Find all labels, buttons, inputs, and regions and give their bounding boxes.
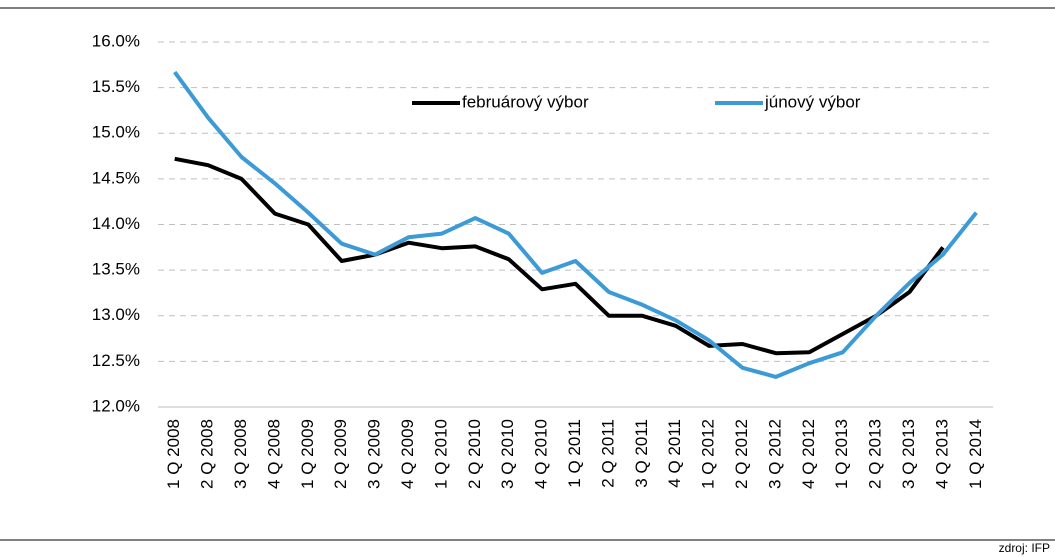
x-tick-label: 4 Q 2009: [398, 419, 417, 489]
x-tick-label: 2 Q 2013: [866, 419, 885, 489]
source: zdroj: IFP: [999, 541, 1050, 555]
y-tick-label: 15.0%: [92, 123, 140, 142]
x-tick-label: 2 Q 2009: [331, 419, 350, 489]
y-tick-label: 14.5%: [92, 168, 140, 187]
x-tick-label: 3 Q 2013: [899, 419, 918, 489]
x-tick-label: 2 Q 2008: [198, 419, 217, 489]
y-tick-label: 13.5%: [92, 260, 140, 279]
legend-label: februárový výbor: [462, 92, 589, 111]
x-tick-label: 4 Q 2011: [665, 419, 684, 488]
y-tick-label: 14.0%: [92, 214, 140, 233]
x-tick-label: 3 Q 2010: [498, 419, 517, 489]
x-tick-label: 4 Q 2012: [799, 419, 818, 489]
x-tick-label: 4 Q 2008: [264, 419, 283, 489]
x-tick-label: 1 Q 2013: [832, 419, 851, 489]
y-tick-label: 13.0%: [92, 305, 140, 324]
y-tick-label: 15.5%: [92, 77, 140, 96]
x-tick-label: 1 Q 2010: [431, 419, 450, 489]
y-tick-label: 12.0%: [92, 396, 140, 415]
x-tick-label: 3 Q 2008: [231, 419, 250, 489]
x-tick-label: 1 Q 2014: [966, 419, 985, 489]
line-series: [174, 156, 945, 356]
x-tick-label: 2 Q 2010: [465, 419, 484, 489]
x-tick-label: 2 Q 2012: [732, 419, 751, 489]
x-tick-label: 4 Q 2013: [932, 419, 951, 489]
y-tick-label: 16.0%: [92, 31, 140, 50]
x-tick-label: 3 Q 2009: [365, 419, 384, 489]
y-tick-label: 12.5%: [92, 351, 140, 370]
x-tick-label: 1 Q 2012: [699, 419, 718, 489]
legend-label: júnový výbor: [764, 92, 861, 111]
x-tick-label: 1 Q 2009: [298, 419, 317, 489]
x-tick-label: 3 Q 2011: [632, 419, 651, 488]
x-tick-label: 1 Q 2008: [164, 419, 183, 489]
line-series: [173, 70, 978, 379]
x-tick-label: 1 Q 2011: [565, 419, 584, 488]
x-tick-label: 3 Q 2012: [765, 419, 784, 489]
x-tick-label: 2 Q 2011: [598, 419, 617, 488]
x-tick-label: 4 Q 2010: [532, 419, 551, 489]
